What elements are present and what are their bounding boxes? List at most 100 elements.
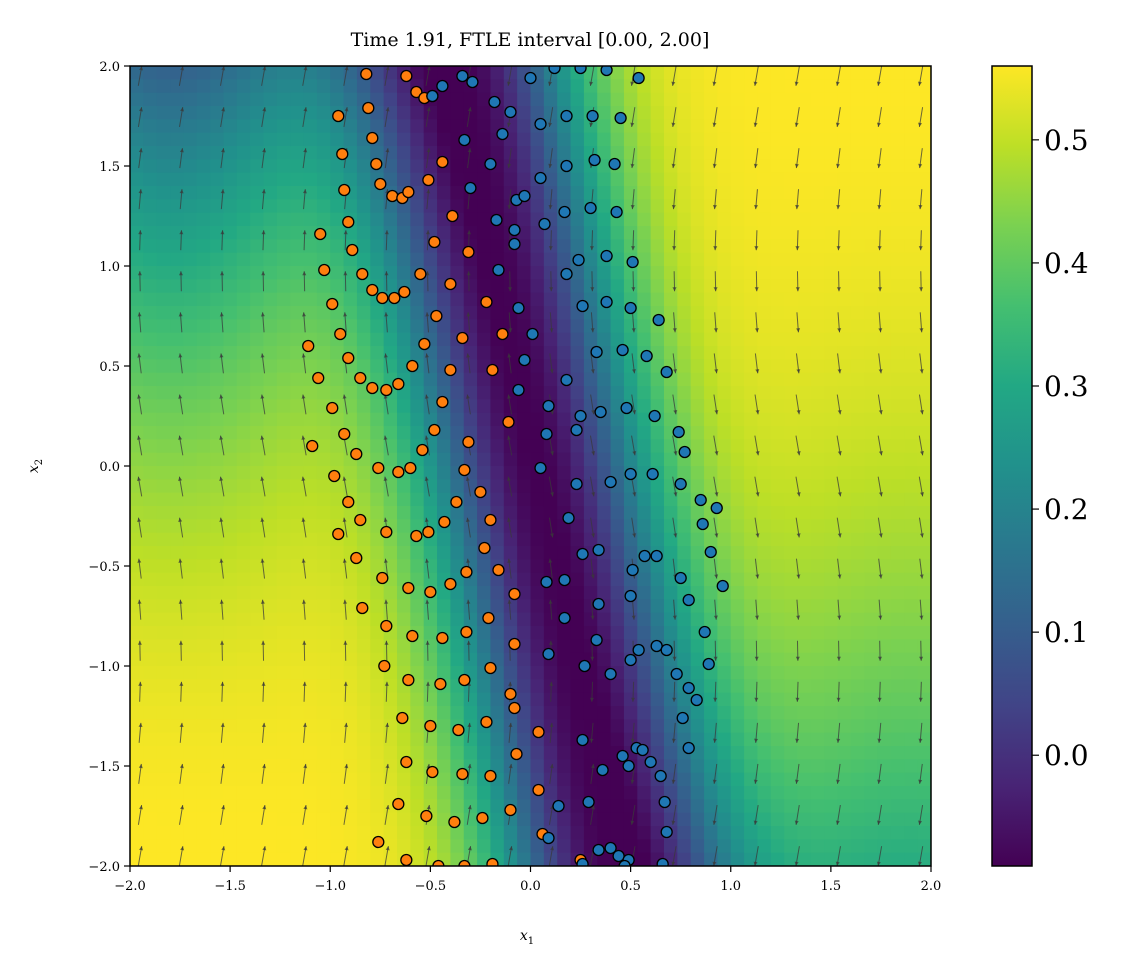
heatmap-cell — [276, 359, 291, 374]
quiver-arrow — [384, 148, 390, 169]
heatmap-cell — [250, 399, 265, 414]
heatmap-cell — [543, 452, 558, 467]
heatmap-cell — [597, 799, 612, 814]
heatmap-cell — [810, 439, 825, 454]
heatmap-cell — [196, 79, 211, 94]
heatmap-cell — [717, 466, 732, 480]
heatmap-cell — [650, 519, 665, 534]
heatmap-cell — [824, 319, 839, 334]
heatmap-cell — [263, 106, 278, 120]
heatmap-cell — [437, 426, 451, 440]
heatmap-cell — [850, 266, 865, 280]
heatmap-cell — [890, 132, 905, 147]
heatmap-cell — [704, 199, 718, 214]
heatmap-cell — [610, 532, 625, 547]
heatmap-cell — [410, 492, 425, 507]
heatmap-cell — [877, 466, 892, 480]
heatmap-cell — [263, 386, 278, 400]
heatmap-cell — [757, 466, 772, 480]
heatmap-cell — [330, 719, 345, 734]
heatmap-cell — [597, 319, 612, 334]
heatmap-cell — [770, 746, 785, 760]
heatmap-cell — [623, 599, 638, 614]
heatmap-cell — [864, 226, 879, 240]
heatmap-cell — [223, 466, 238, 480]
heatmap-cell — [744, 626, 759, 640]
heatmap-cell — [210, 586, 225, 600]
heatmap-cell — [890, 732, 905, 747]
heatmap-cell — [183, 119, 198, 134]
heatmap-cell — [276, 412, 291, 427]
heatmap-cell — [143, 106, 158, 120]
heatmap-cell — [824, 159, 839, 174]
quiver-arrow — [178, 353, 183, 374]
heatmap-cell — [383, 839, 398, 854]
heatmap-cell — [637, 519, 652, 534]
heatmap-cell — [744, 826, 759, 840]
heatmap-cell — [637, 666, 652, 680]
heatmap-cell — [196, 292, 211, 307]
heatmap-cell — [810, 812, 825, 827]
quiver-arrow — [589, 476, 596, 497]
particle-point — [360, 67, 373, 81]
heatmap-cell — [810, 306, 825, 320]
heatmap-cell — [410, 692, 425, 707]
heatmap-cell — [797, 732, 812, 747]
heatmap-cell — [290, 746, 305, 760]
quiver-arrow — [343, 66, 349, 86]
heatmap-cell — [397, 146, 411, 160]
quiver-arrow — [919, 558, 924, 579]
heatmap-cell — [236, 626, 251, 640]
heatmap-cell — [490, 759, 505, 774]
heatmap-cell — [784, 92, 799, 107]
quiver-arrow — [877, 189, 882, 210]
heatmap-cell — [397, 639, 411, 654]
heatmap-cell — [290, 799, 305, 814]
particle-point — [558, 611, 571, 625]
particle-point — [388, 291, 401, 305]
heatmap-cell — [597, 452, 612, 467]
heatmap-cell — [583, 532, 598, 547]
heatmap-cell — [290, 546, 305, 560]
quiver-arrow — [918, 517, 924, 538]
heatmap-cell — [290, 199, 305, 214]
particle-point — [342, 495, 355, 509]
heatmap-cell — [704, 226, 718, 240]
heatmap-cell — [717, 92, 732, 107]
heatmap-cell — [677, 146, 692, 160]
heatmap-cell — [423, 612, 438, 627]
heatmap-cell — [650, 706, 665, 720]
heatmap-cell — [183, 346, 198, 360]
heatmap-cell — [183, 559, 198, 574]
heatmap-cell — [864, 826, 879, 840]
quiver-arrow — [301, 599, 306, 620]
heatmap-cell — [450, 479, 465, 494]
heatmap-cell — [517, 546, 532, 560]
heatmap-cell — [583, 132, 598, 147]
particle-point — [560, 373, 573, 387]
heatmap-cell — [490, 399, 505, 414]
heatmap-cell — [156, 532, 171, 547]
heatmap-cell — [677, 306, 692, 320]
quiver-arrow — [836, 271, 841, 292]
heatmap-cell — [423, 679, 438, 694]
heatmap-cell — [250, 759, 265, 774]
quiver-arrow — [425, 353, 430, 374]
heatmap-cell — [343, 199, 358, 214]
heatmap-cell — [543, 772, 558, 787]
heatmap-cell — [530, 692, 545, 707]
heatmap-cell — [183, 212, 198, 227]
heatmap-cell — [210, 79, 225, 94]
heatmap-cell — [130, 466, 144, 480]
heatmap-cell — [597, 506, 612, 520]
heatmap-cell — [650, 492, 665, 507]
heatmap-cell — [744, 332, 759, 347]
heatmap-cell — [210, 266, 225, 280]
heatmap-cell — [477, 639, 492, 654]
particle-point — [610, 205, 623, 219]
heatmap-cell — [770, 506, 785, 520]
heatmap-cell — [837, 546, 852, 560]
heatmap-cell — [450, 786, 465, 800]
heatmap-cell — [276, 759, 291, 774]
heatmap-cell — [864, 146, 879, 160]
